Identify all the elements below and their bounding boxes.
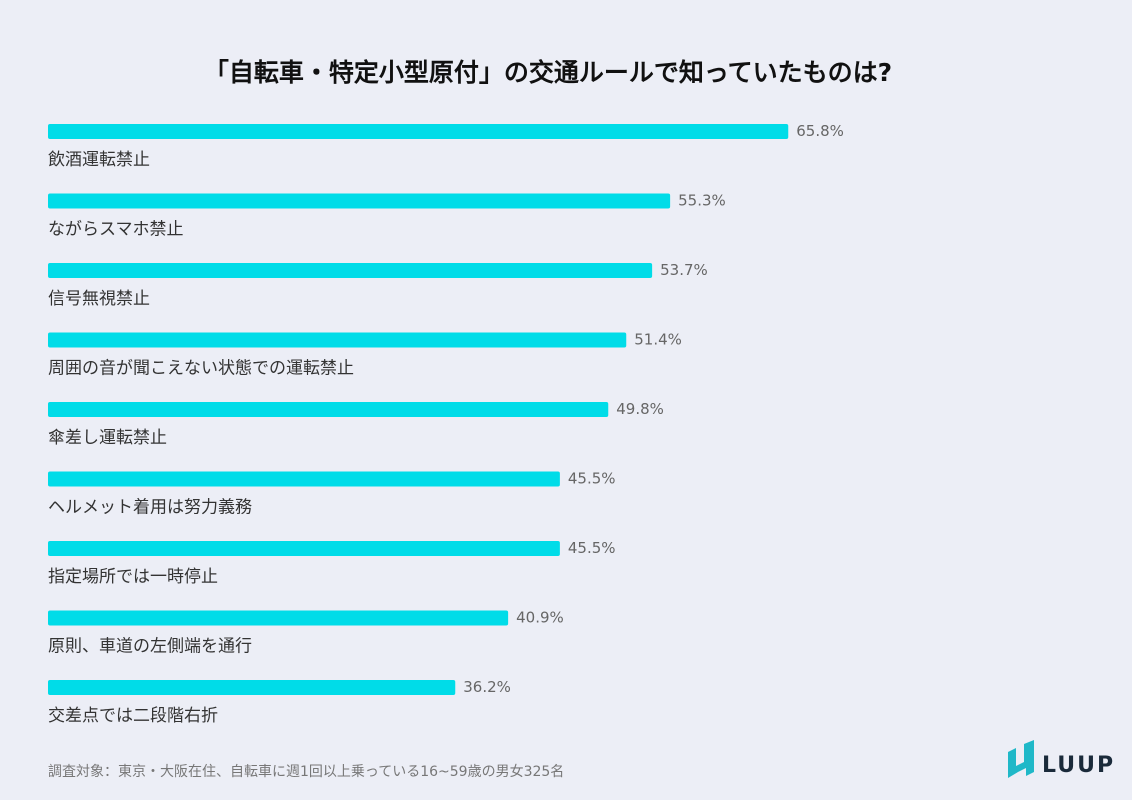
bar [48,680,456,695]
logo-mark [1008,740,1034,778]
bar [48,610,509,626]
bar [48,471,560,487]
category-label: 指定場所では一時停止 [48,567,218,587]
value-label: 65.8% [796,122,844,140]
category-label: 原則、車道の左側端を通行 [48,637,252,657]
value-label: 49.8% [616,400,664,418]
bar [48,332,627,348]
category-label: 傘差し運転禁止 [48,428,167,448]
value-label: 53.7% [660,261,708,279]
value-label: 36.2% [463,678,511,696]
category-label: 飲酒運転禁止 [48,150,150,170]
footnote: 調査対象：東京・大阪在住、自転車に週1回以上乗っている16~59歳の男女325名 [48,763,564,780]
value-label: 55.3% [678,192,726,210]
logo-icon [1008,740,1034,778]
value-label: 45.5% [568,470,616,488]
category-label: ながらスマホ禁止 [48,220,184,240]
value-label: 45.5% [568,539,616,557]
value-label: 51.4% [634,331,682,349]
bar [48,541,560,556]
category-label: 信号無視禁止 [48,289,150,309]
bar [48,124,789,139]
bar [48,193,671,209]
logo-text: LUUP [1042,753,1115,778]
value-label: 40.9% [516,609,564,627]
bar [48,263,653,278]
chart-title: 「自転車・特定小型原付」の交通ルールで知っていたものは? [204,58,892,87]
category-label: ヘルメット着用は努力義務 [48,498,252,518]
bar [48,402,609,417]
category-label: 交差点では二段階右折 [48,706,218,726]
category-label: 周囲の音が聞こえない状態での運転禁止 [48,359,354,379]
